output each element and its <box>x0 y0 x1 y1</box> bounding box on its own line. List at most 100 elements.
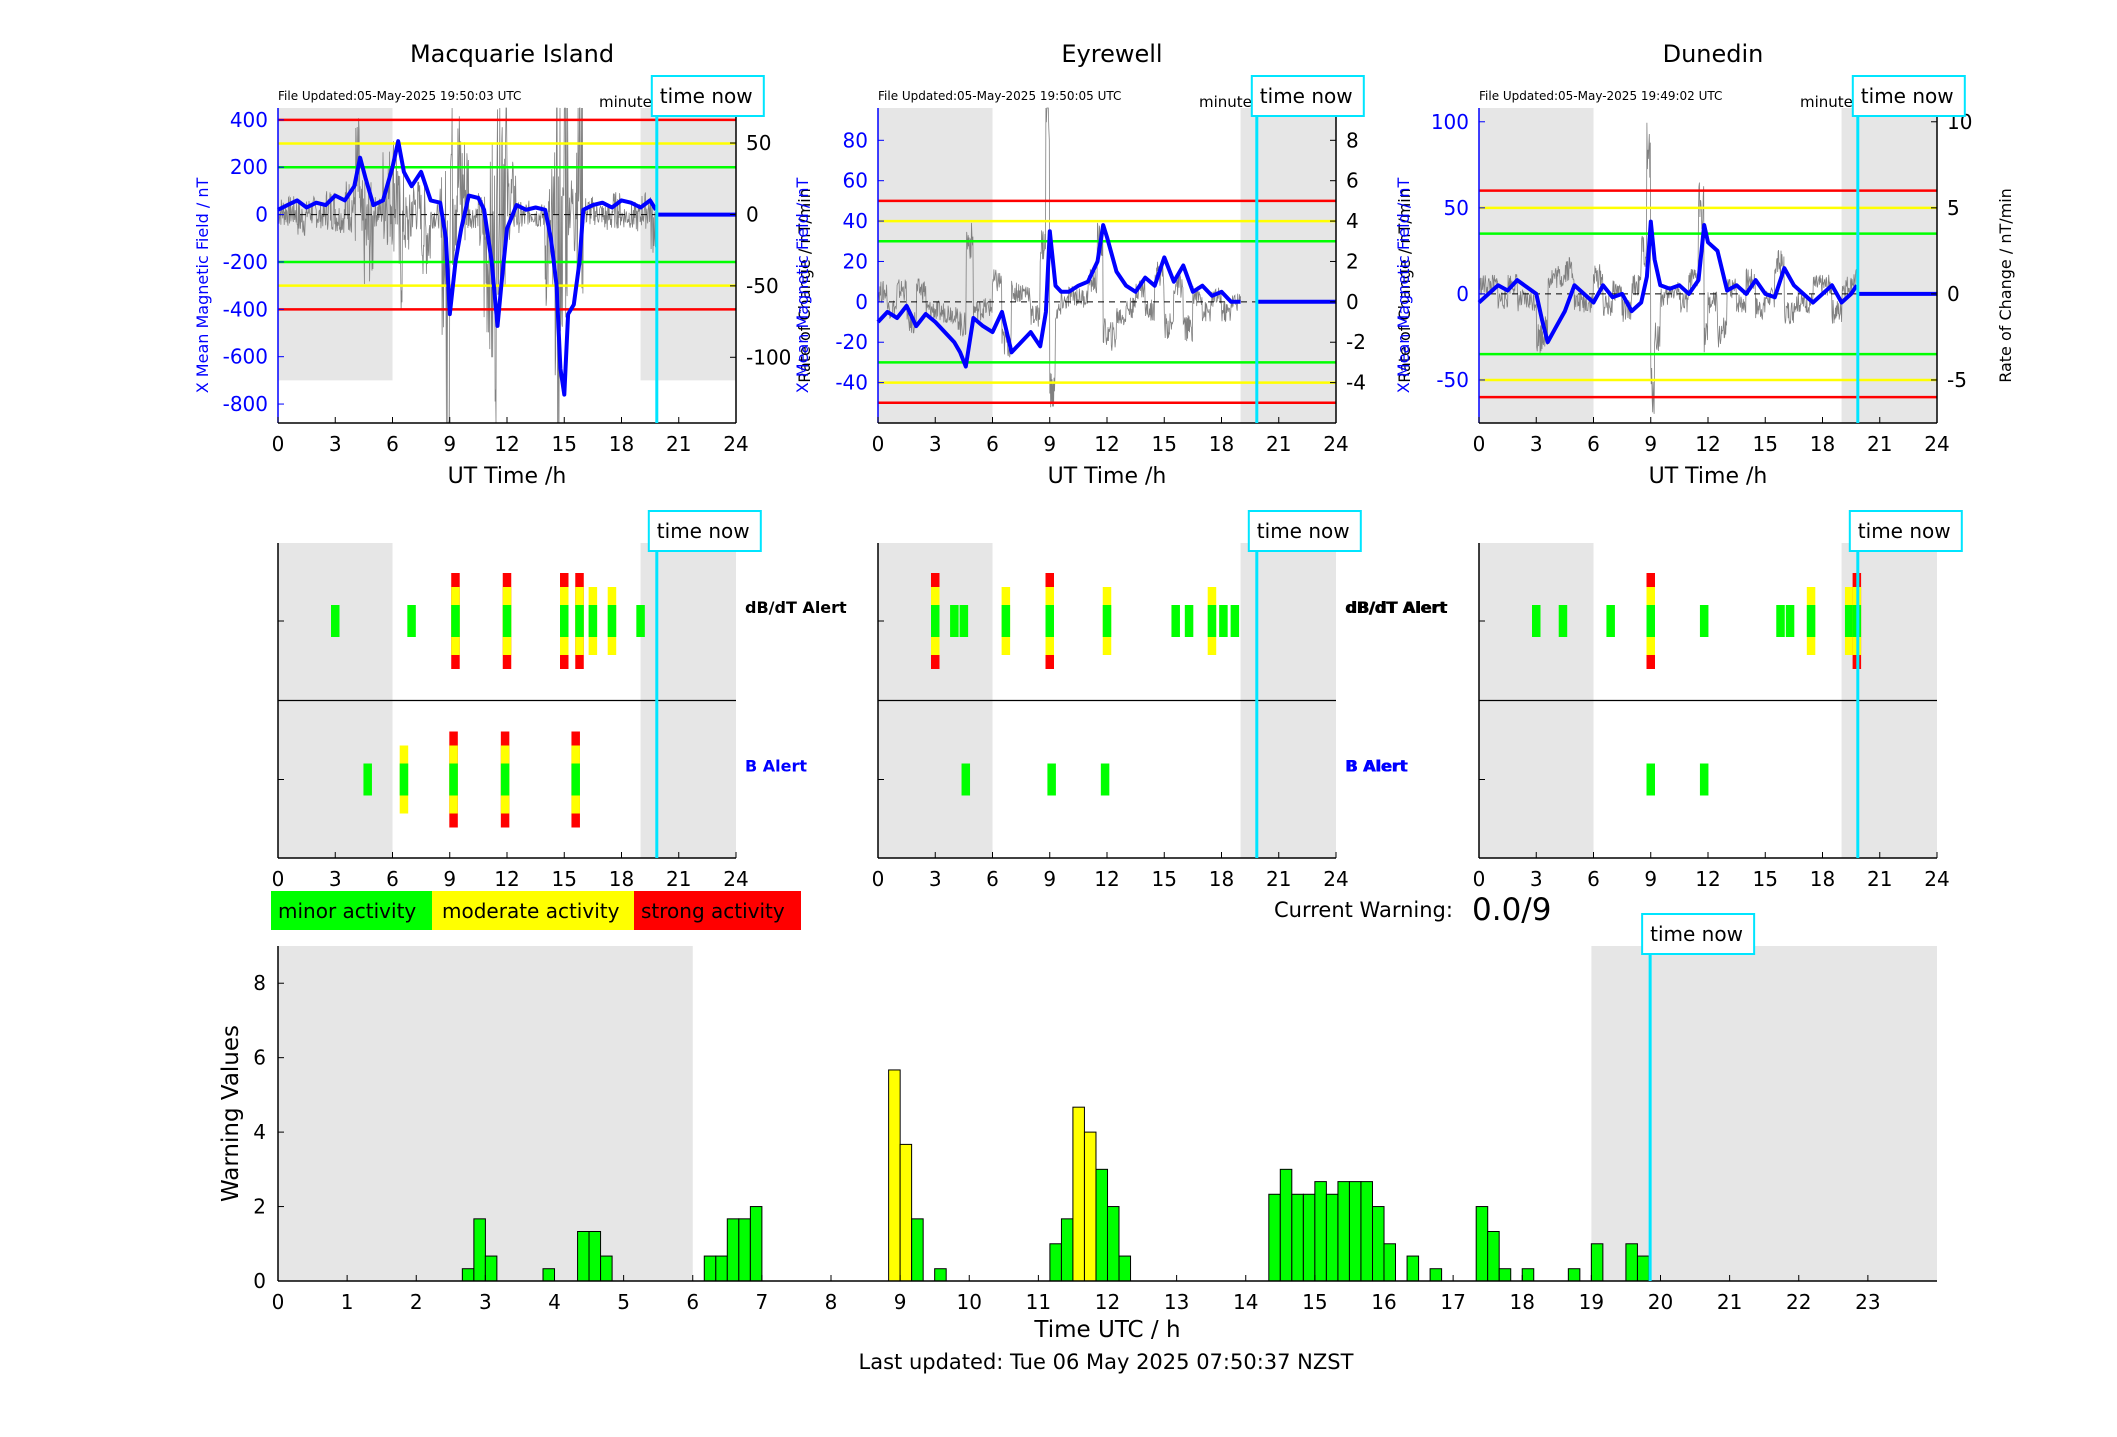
warning-bar <box>1567 1268 1581 1282</box>
y-tick-label: -40 <box>835 371 868 395</box>
night-shade <box>878 108 993 423</box>
x-tick-label: 9 <box>1043 432 1056 456</box>
alert-bar-minor <box>560 605 569 637</box>
x-tick-label: 6 <box>986 867 999 891</box>
y-tick-label: 400 <box>230 108 268 132</box>
x-tick-label: 6 <box>686 1290 699 1314</box>
x-tick-label: 24 <box>1924 432 1949 456</box>
time-now-box <box>1641 913 1756 955</box>
x-tick-label: 12 <box>1695 867 1720 891</box>
y-right-tick-label: 50 <box>746 131 771 155</box>
warning-bar <box>1487 1230 1500 1282</box>
field-panel-1: 0 3 6 9 12 15 18 21 24806040200-20-4086420-2-4Ey… <box>793 40 1414 489</box>
x-tick-label: 18 <box>1209 867 1234 891</box>
time-now-box <box>1250 75 1365 117</box>
warning-bar <box>473 1218 486 1282</box>
alert-bar-minor <box>1001 605 1011 637</box>
warning-bar <box>1636 1255 1650 1282</box>
warning-bar <box>484 1255 498 1282</box>
night-shade <box>278 108 393 381</box>
alert-bar-minor <box>1100 763 1110 796</box>
x-tick-label: 11 <box>1026 1290 1051 1314</box>
rate-of-change-trace <box>877 107 1241 408</box>
warning-bar <box>600 1255 613 1282</box>
alert-bar-minor <box>449 763 458 796</box>
x-tick-label: 3 <box>1530 432 1543 456</box>
alert-bar-minor <box>1184 605 1194 637</box>
alert-bar-minor <box>1207 605 1217 637</box>
alert-bar-minor <box>1230 605 1240 637</box>
alert-bar-minor <box>1047 763 1056 796</box>
y-right-tick-label: 0 <box>1346 290 1359 314</box>
x-tick-label: 14 <box>1233 1290 1258 1314</box>
legend-strong-label: strong activity <box>641 899 785 923</box>
y-right-tick-label: -5 <box>1947 368 1967 392</box>
x-tick-label: 12 <box>1095 1290 1120 1314</box>
y-tick-label: 100 <box>1431 110 1469 134</box>
x-tick-label: 15 <box>1152 432 1177 456</box>
y-axis-label: X Mean Magnetic Field / nT <box>1394 178 1413 394</box>
alert-bar-minor <box>961 763 971 796</box>
x-tick-label: 15 <box>1302 1290 1327 1314</box>
x-tick-label: 21 <box>1867 432 1892 456</box>
x-tick-label: 7 <box>756 1290 769 1314</box>
y-tick-label: 50 <box>1444 196 1469 220</box>
time-now-label: time now <box>657 519 750 543</box>
alert-bar-minor <box>399 763 409 796</box>
warning-bar <box>911 1218 924 1282</box>
x-tick-label: 12 <box>494 867 519 891</box>
x-axis-label: UT Time /h <box>448 464 567 489</box>
alert-bar-minor <box>363 763 372 796</box>
alert-bar-minor <box>1699 763 1709 796</box>
x-tick-label: 3 <box>329 432 342 456</box>
x-tick-label: 20 <box>1648 1290 1673 1314</box>
time-now-label: time now <box>1858 519 1951 543</box>
time-now-box <box>1247 510 1362 552</box>
y-tick-label: -200 <box>223 250 268 274</box>
y-axis-label: X Mean Magnetic Field / nT <box>793 178 812 394</box>
warning-bar <box>1337 1181 1350 1282</box>
panel-title: Eyrewell <box>1061 40 1162 68</box>
field-panel-0: 0 3 6 9 12 15 18 21 24 400 200 0 -200 -400 -600 -800 50 0… <box>193 40 814 489</box>
x-axis-label: UT Time /h <box>1048 464 1167 489</box>
warning-bar <box>1348 1181 1362 1282</box>
warning-bar <box>1406 1255 1420 1282</box>
x-tick-label: 18 <box>1510 1290 1535 1314</box>
panel-title: Macquarie Island <box>410 40 614 68</box>
file-updated-text: File Updated:05-May-2025 19:50:05 UTC <box>878 89 1121 103</box>
y-right-axis-label: Rate of Change / nT/min <box>1395 188 1414 383</box>
warning-bar <box>888 1069 901 1282</box>
rate-of-change-trace <box>1478 122 1858 414</box>
alert-bar-minor <box>1558 605 1568 637</box>
y-tick-label: -400 <box>223 297 268 321</box>
x-axis-label: Time UTC / h <box>1033 1317 1180 1343</box>
y-right-tick-label: -2 <box>1346 330 1366 354</box>
x-tick-label: 15 <box>1753 867 1778 891</box>
x-tick-label: 16 <box>1371 1290 1396 1314</box>
field-series-0 <box>1477 219 1859 345</box>
file-updated-text: File Updated:05-May-2025 19:50:03 UTC <box>278 89 521 103</box>
warning-bar <box>1049 1243 1062 1282</box>
y-tick-label: 60 <box>843 169 868 193</box>
warning-bar <box>1325 1193 1339 1282</box>
alert-bar-minor <box>1219 605 1228 637</box>
x-tick-label: 21 <box>1266 432 1291 456</box>
x-tick-label: 19 <box>1579 1290 1604 1314</box>
x-tick-label: 21 <box>1266 867 1291 891</box>
x-tick-label: 9 <box>443 432 456 456</box>
warning-bar <box>542 1268 556 1282</box>
y-tick-label: -50 <box>1436 368 1469 392</box>
x-tick-label: 9 <box>1043 867 1056 891</box>
y-tick-label: -800 <box>223 392 268 416</box>
time-now-label: time now <box>1260 84 1353 108</box>
y-right-tick-label: 4 <box>1346 209 1359 233</box>
x-tick-label: 9 <box>443 867 456 891</box>
warning-bar <box>1072 1106 1085 1282</box>
warning-bar <box>749 1206 763 1282</box>
alert-bar-minor <box>1785 605 1795 637</box>
alert-row-label: dB/dT Alert <box>1346 598 1448 617</box>
alert-bar-minor <box>1045 605 1054 637</box>
warning-bar <box>1291 1193 1304 1282</box>
y-axis-label: Warning Values <box>218 1025 244 1202</box>
